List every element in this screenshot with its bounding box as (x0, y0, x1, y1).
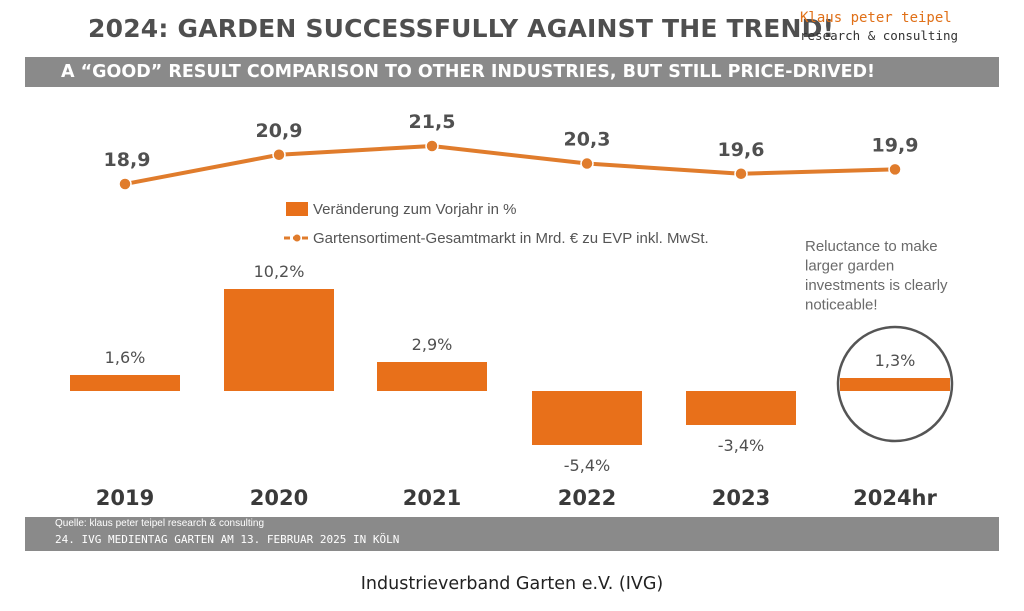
highlight-circle (836, 325, 954, 443)
line-value-label-2024hr: 19,9 (872, 134, 919, 156)
x-axis-labels: 2019 2020 2021 2022 2023 2024hr (96, 486, 938, 510)
bar-value-label-2020: 10,2% (254, 262, 305, 281)
legend-bar-swatch (286, 202, 308, 216)
brand-logo: Klaus peter teipel research & consulting (800, 10, 958, 43)
event-text: 24. IVG MEDIENTAG GARTEN AM 13. FEBRUAR … (55, 533, 400, 546)
bar-2024hr (840, 378, 950, 391)
line-value-label-2022: 20,3 (564, 129, 611, 151)
bar-value-label-2019: 1,6% (105, 348, 146, 367)
line-point-2022 (580, 156, 594, 171)
bar-2020 (224, 289, 334, 391)
year-label-2023: 2023 (712, 486, 770, 510)
year-label-2020: 2020 (250, 486, 308, 510)
bar-2019 (70, 375, 180, 391)
bar-value-label-2021: 2,9% (412, 335, 453, 354)
line-point-2019 (118, 177, 132, 191)
year-label-2022: 2022 (558, 486, 616, 510)
page-title: 2024: GARDEN SUCCESSFULLY AGAINST THE TR… (88, 14, 835, 43)
line-value-label-2020: 20,9 (256, 120, 303, 142)
line-point-2024hr (888, 162, 902, 177)
footer-banner: Quelle: klaus peter teipel research & co… (25, 517, 999, 551)
bar-value-label-2022: -5,4% (564, 456, 610, 475)
line-value-label-2021: 21,5 (409, 111, 456, 133)
line-point-2021 (425, 139, 439, 153)
year-label-2024hr: 2024hr (853, 486, 937, 510)
market-line (124, 144, 896, 186)
bar-series: 1,6% 10,2% 2,9% -5,4% -3,4% 1,3% (70, 262, 950, 475)
bar-2023 (686, 391, 796, 425)
legend: Veränderung zum Vorjahr in % Gartensorti… (284, 201, 709, 247)
subtitle-banner: A “GOOD” RESULT COMPARISON TO OTHER INDU… (25, 57, 999, 87)
brand-name: Klaus peter teipel (800, 10, 952, 26)
bar-value-label-2024hr: 1,3% (875, 351, 916, 370)
bar-value-label-2023: -3,4% (718, 436, 764, 455)
legend-bar-label: Veränderung zum Vorjahr in % (313, 201, 516, 218)
subtitle-text: A “GOOD” RESULT COMPARISON TO OTHER INDU… (61, 62, 876, 82)
line-series: 18,9 20,9 21,5 20,3 19,6 19,9 (104, 111, 919, 191)
year-label-2019: 2019 (96, 486, 154, 510)
line-point-2023 (734, 167, 748, 181)
line-value-label-2019: 18,9 (104, 149, 151, 171)
source-text: Quelle: klaus peter teipel research & co… (55, 518, 265, 529)
line-value-label-2023: 19,6 (718, 139, 765, 161)
annotation-note: Reluctance to make larger garden investmen… (805, 238, 948, 314)
legend-line-label: Gartensortiment-Gesamtmarkt in Mrd. € zu… (313, 230, 709, 247)
caption: Industrieverband Garten e.V. (IVG) (360, 574, 664, 594)
brand-subtitle: research & consulting (800, 28, 959, 43)
legend-line-marker (293, 234, 301, 242)
line-point-2020 (272, 148, 286, 162)
year-label-2021: 2021 (403, 486, 461, 510)
bar-2021 (377, 362, 487, 391)
bar-2022 (532, 391, 642, 445)
